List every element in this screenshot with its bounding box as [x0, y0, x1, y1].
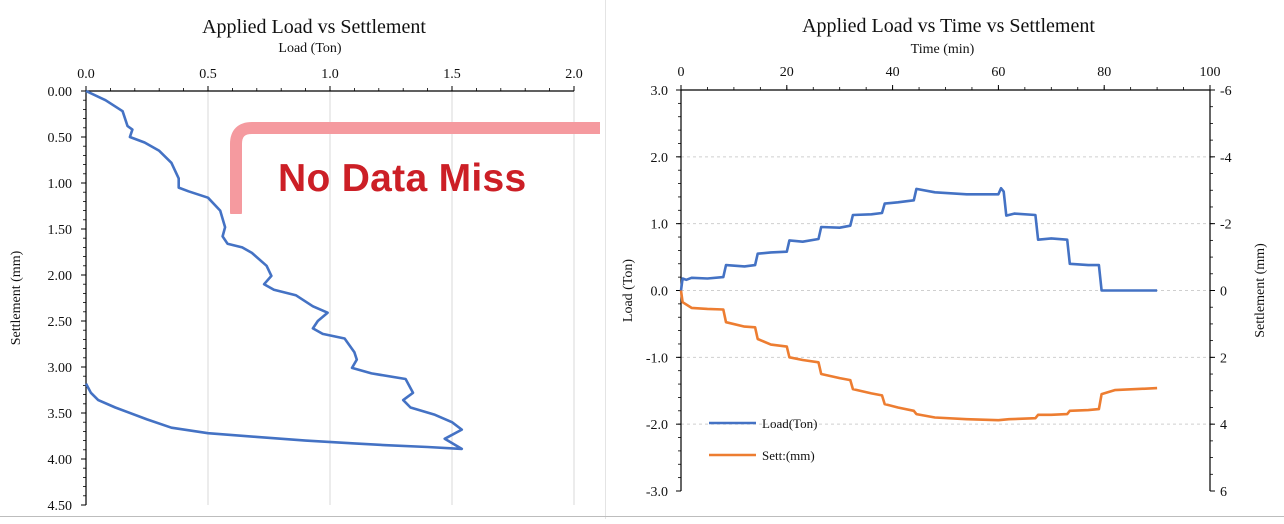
y2-tick-label: -2	[1220, 218, 1232, 233]
x-tick-label: 40	[886, 65, 900, 80]
x-axis-label: Time (min)	[911, 42, 975, 57]
x-tick-label: 20	[780, 65, 794, 80]
watermark-frame	[230, 122, 606, 218]
y2-tick-label: -6	[1220, 84, 1232, 99]
y-tick-label: 2.0	[651, 151, 669, 166]
x-tick-label: 0.5	[199, 67, 217, 82]
x-tick-label: 100	[1200, 65, 1221, 80]
chart-divider	[605, 0, 606, 519]
y2-axis-label: Settlement (mm)	[1253, 243, 1268, 338]
chart-title: Applied Load vs Time vs Settlement	[802, 15, 1095, 37]
x-tick-label: 1.0	[321, 67, 339, 82]
watermark-text: No Data Miss	[278, 157, 527, 200]
y-tick-label: 3.00	[48, 361, 73, 376]
y-axis-label: Load (Ton)	[621, 259, 636, 323]
y-tick-label: -2.0	[646, 418, 668, 433]
y-tick-label: 0.0	[651, 285, 669, 300]
load-settlement-line	[84, 89, 464, 451]
x-tick-label: 1.5	[443, 67, 461, 82]
y-tick-label: -1.0	[646, 351, 668, 366]
load-time-settlement-chart-svg: Applied Load vs Time vs Settlement Time (…	[621, 15, 1268, 500]
legend-label: Load(Ton)	[762, 416, 817, 431]
y-tick-label: 0.00	[48, 85, 73, 100]
settlement-series-line	[679, 290, 1158, 422]
y-tick-label: -3.0	[646, 485, 668, 500]
y2-tick-label: 6	[1220, 485, 1227, 500]
x-axis-label: Load (Ton)	[278, 41, 342, 56]
chart-title: Applied Load vs Settlement	[202, 16, 426, 38]
y-tick-label: 0.50	[48, 131, 73, 146]
y-tick-label: 2.50	[48, 315, 73, 330]
y-tick-label: 4.00	[48, 453, 73, 468]
y-tick-label: 1.50	[48, 223, 73, 238]
y2-tick-label: 2	[1220, 351, 1227, 366]
load-settlement-chart: Applied Load vs Settlement Load (Ton) Sett…	[0, 0, 600, 519]
y-tick-label: 1.0	[651, 218, 669, 233]
y-tick-label: 1.00	[48, 177, 73, 192]
load-time-settlement-chart: Applied Load vs Time vs Settlement Time (…	[612, 0, 1284, 519]
y-axis-label: Settlement (mm)	[9, 250, 24, 345]
x-tick-label: 0.0	[77, 67, 95, 82]
x-tick-label: 2.0	[565, 67, 583, 82]
bottom-border	[0, 516, 1284, 517]
x-tick-label: 80	[1097, 65, 1111, 80]
y-tick-label: 3.0	[651, 84, 669, 99]
load-series-line	[679, 186, 1158, 292]
watermark-frame-shape	[230, 122, 606, 218]
y2-tick-label: -4	[1220, 151, 1232, 166]
y2-tick-label: 4	[1220, 418, 1227, 433]
y2-tick-label: 0	[1220, 285, 1227, 300]
y-tick-label: 2.00	[48, 269, 73, 284]
load-settlement-chart-svg: Applied Load vs Settlement Load (Ton) Sett…	[9, 16, 583, 514]
y-tick-label: 4.50	[48, 499, 73, 514]
x-tick-label: 60	[991, 65, 1005, 80]
x-tick-label: 0	[678, 65, 685, 80]
y-tick-label: 3.50	[48, 407, 73, 422]
legend-label: Sett:(mm)	[762, 448, 815, 463]
